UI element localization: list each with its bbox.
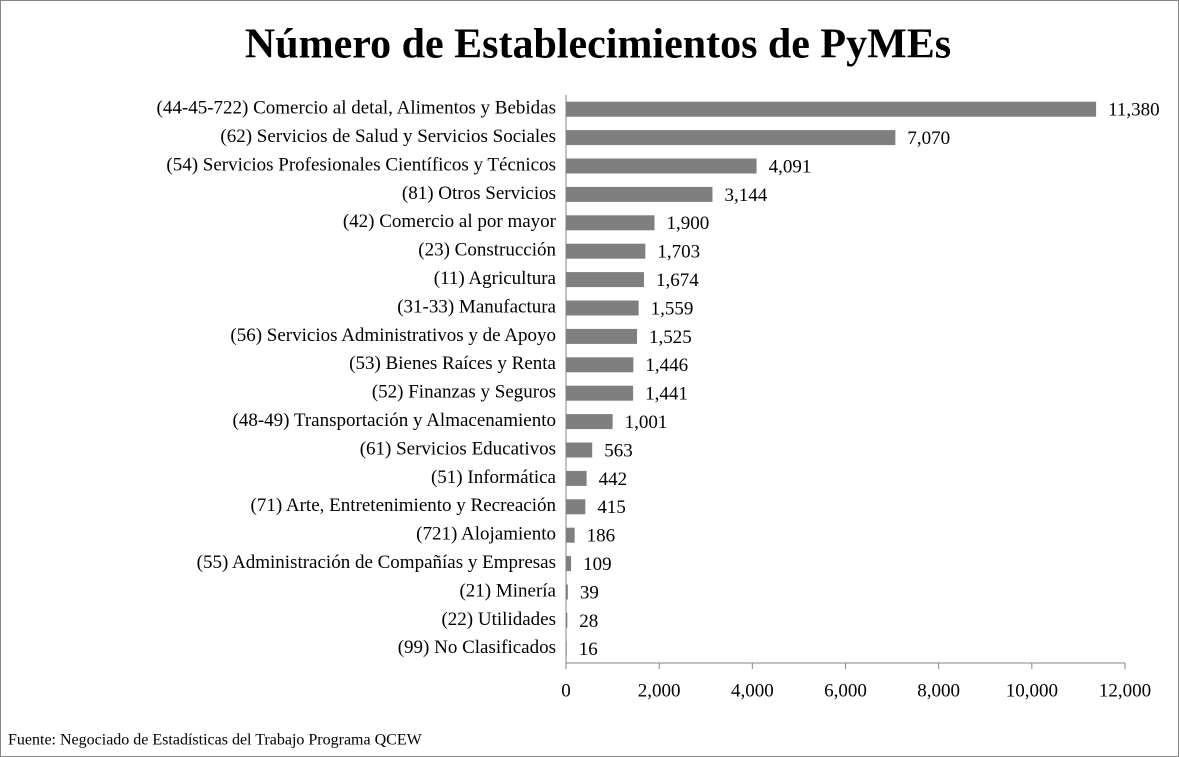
bar xyxy=(566,470,587,486)
bar xyxy=(566,186,713,202)
y-tick-label: (44-45-722) Comercio al detal, Alimentos… xyxy=(157,98,556,119)
y-tick-label: (61) Servicios Educativos xyxy=(360,438,556,459)
x-tick-label: 12,000 xyxy=(1099,680,1151,701)
bar xyxy=(566,158,757,174)
value-label: 16 xyxy=(579,639,598,660)
bar xyxy=(566,328,638,344)
y-tick-label: (71) Arte, Entretenimiento y Recreación xyxy=(251,495,557,516)
value-label: 1,441 xyxy=(645,384,688,405)
y-tick-label: (51) Informática xyxy=(431,467,557,488)
bar xyxy=(566,385,634,401)
value-label: 1,446 xyxy=(645,355,688,376)
y-tick-label: (11) Agricultura xyxy=(434,268,557,289)
bar xyxy=(566,584,568,600)
y-tick-label: (721) Alojamiento xyxy=(416,524,556,545)
y-tick-label: (81) Otros Servicios xyxy=(402,183,556,204)
value-label: 563 xyxy=(604,440,633,461)
value-label: 4,091 xyxy=(769,156,812,177)
value-label: 28 xyxy=(579,611,598,632)
value-label: 1,559 xyxy=(651,298,694,319)
source-note: Fuente: Negociado de Estadísticas del Tr… xyxy=(8,732,423,749)
bar xyxy=(566,101,1097,117)
bar xyxy=(566,612,568,628)
y-tick-label: (31-33) Manufactura xyxy=(397,296,556,317)
bar xyxy=(566,641,567,657)
value-label: 1,900 xyxy=(667,213,710,234)
value-label: 3,144 xyxy=(724,185,767,206)
x-tick-label: 8,000 xyxy=(917,680,960,701)
chart-title: Número de Establecimientos de PyMEs xyxy=(245,22,951,68)
y-tick-label: (53) Bienes Raíces y Renta xyxy=(349,353,556,374)
y-tick-label: (62) Servicios de Salud y Servicios Soci… xyxy=(220,126,556,147)
y-tick-label: (42) Comercio al por mayor xyxy=(343,211,557,232)
bar xyxy=(566,300,639,316)
value-label: 415 xyxy=(597,497,626,518)
x-tick-label: 0 xyxy=(561,680,571,701)
y-tick-label: (21) Minería xyxy=(459,580,556,601)
y-tick-label: (55) Administración de Compañías y Empre… xyxy=(197,552,556,573)
x-tick-label: 6,000 xyxy=(824,680,867,701)
bar xyxy=(566,357,634,373)
bar xyxy=(566,499,586,515)
y-tick-label: (99) No Clasificados xyxy=(398,637,556,658)
value-label: 11,380 xyxy=(1108,100,1160,121)
bar xyxy=(566,414,613,430)
bar xyxy=(566,272,644,288)
y-tick-label: (48-49) Transportación y Almacenamiento xyxy=(233,410,556,431)
value-label: 186 xyxy=(587,526,616,547)
y-tick-label: (22) Utilidades xyxy=(441,609,556,630)
value-label: 109 xyxy=(583,554,612,575)
value-label: 1,525 xyxy=(649,327,692,348)
value-label: 1,703 xyxy=(657,242,700,263)
x-tick-label: 10,000 xyxy=(1006,680,1058,701)
bar xyxy=(566,243,646,259)
y-tick-label: (54) Servicios Profesionales Científicos… xyxy=(166,154,556,175)
bar xyxy=(566,442,593,458)
value-label: 39 xyxy=(580,582,599,603)
value-label: 1,001 xyxy=(625,412,668,433)
bar xyxy=(566,556,572,572)
value-label: 1,674 xyxy=(656,270,699,291)
y-tick-label: (52) Finanzas y Seguros xyxy=(372,382,556,403)
x-tick-label: 4,000 xyxy=(731,680,774,701)
y-tick-label: (23) Construcción xyxy=(418,240,556,261)
value-label: 7,070 xyxy=(907,128,950,149)
bar xyxy=(566,215,655,231)
y-tick-label: (56) Servicios Administrativos y de Apoy… xyxy=(230,325,556,346)
bar xyxy=(566,527,575,543)
value-label: 442 xyxy=(599,469,628,490)
x-tick-label: 2,000 xyxy=(638,680,681,701)
bar xyxy=(566,130,896,146)
